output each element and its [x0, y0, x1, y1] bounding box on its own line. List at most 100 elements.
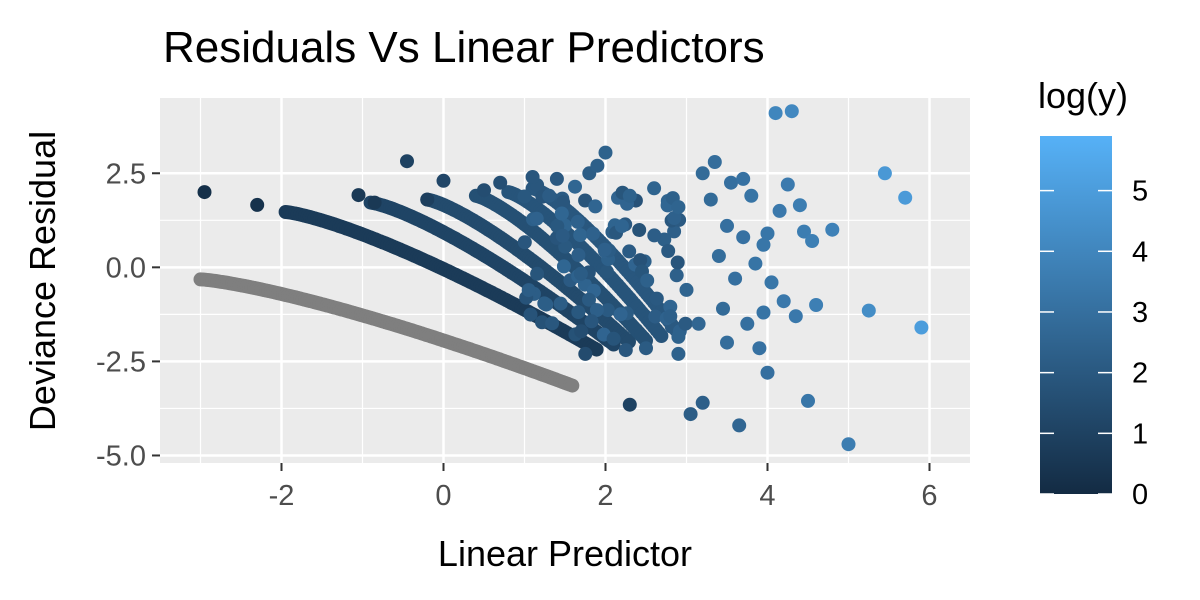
colorbar-tick-label: 0 [1132, 479, 1148, 511]
data-point [622, 397, 637, 412]
data-point [649, 291, 664, 306]
data-point [797, 224, 811, 239]
data-point [554, 206, 569, 221]
data-point [671, 329, 686, 344]
data-point [707, 155, 722, 169]
data-point [588, 199, 603, 214]
data-point [691, 316, 706, 331]
data-point [573, 228, 588, 243]
data-point [671, 200, 686, 215]
data-points [193, 104, 929, 452]
data-point [748, 256, 763, 271]
x-tick-label: 6 [921, 480, 937, 512]
data-point [801, 393, 815, 408]
x-tick-label: -2 [269, 480, 295, 512]
data-point [861, 303, 876, 318]
data-point [695, 166, 710, 181]
data-point [598, 145, 613, 160]
data-point [663, 309, 678, 324]
data-point [784, 104, 799, 119]
data-point [436, 173, 451, 188]
data-point [740, 316, 755, 331]
data-point [633, 253, 648, 268]
data-point [597, 242, 612, 257]
data-point [640, 273, 655, 288]
data-point [530, 266, 545, 281]
data-point [517, 235, 532, 250]
colorbar-tick-label: 5 [1132, 176, 1148, 208]
data-point [760, 365, 775, 380]
data-point [606, 331, 621, 346]
data-point [772, 203, 787, 218]
data-point [760, 226, 775, 241]
data-point [825, 222, 840, 237]
data-point [571, 248, 586, 262]
data-point [556, 195, 571, 210]
data-point [590, 158, 605, 173]
data-point [661, 244, 676, 258]
data-point [667, 211, 682, 225]
data-point [565, 378, 580, 393]
data-point [574, 324, 589, 339]
data-point [744, 188, 759, 203]
x-tick-label: 2 [597, 480, 613, 512]
data-point [558, 239, 573, 254]
data-point [809, 298, 824, 312]
data-point [683, 407, 698, 422]
colorbar [1040, 136, 1112, 494]
data-point [599, 264, 614, 279]
y-tick-label: 0.0 [106, 252, 146, 284]
data-point [728, 271, 743, 286]
data-point [752, 341, 767, 356]
data-point [776, 294, 791, 309]
data-point [622, 244, 637, 259]
data-point [720, 218, 734, 233]
data-point [622, 188, 637, 203]
y-tick-label: -5.0 [96, 440, 146, 472]
data-point [647, 181, 662, 196]
data-point [549, 171, 564, 186]
data-point [537, 296, 552, 311]
data-point [523, 307, 538, 322]
color-legend: log(y) 0 1 2 3 4 5 [1038, 75, 1148, 511]
data-point [600, 303, 615, 318]
y-tick-label: -2.5 [96, 346, 146, 378]
data-point [618, 343, 633, 358]
data-point [589, 303, 604, 318]
data-point [678, 316, 693, 331]
data-point [570, 214, 585, 229]
data-point [556, 259, 571, 274]
data-point [400, 154, 414, 169]
data-point [788, 309, 803, 324]
data-point [841, 437, 856, 452]
x-tick-label: 4 [759, 480, 775, 512]
data-point [582, 292, 596, 307]
data-point [589, 342, 604, 357]
data-point [578, 193, 593, 208]
colorbar-tick-label: 2 [1132, 358, 1148, 390]
data-point [732, 418, 747, 433]
data-point [529, 211, 544, 226]
data-point [654, 329, 669, 343]
x-tick-label: 0 [435, 480, 451, 512]
data-point [695, 395, 710, 410]
y-axis-title: Deviance Residual [22, 131, 63, 431]
data-point [553, 296, 568, 311]
data-point [477, 183, 491, 198]
data-point [679, 282, 694, 297]
data-point [667, 224, 682, 239]
data-point [250, 197, 265, 212]
data-point [420, 192, 435, 207]
data-point [521, 283, 536, 298]
data-point [555, 228, 570, 243]
data-point [671, 346, 686, 361]
data-point [736, 171, 751, 186]
data-point [720, 335, 734, 350]
data-point [584, 314, 599, 329]
data-point [768, 106, 783, 121]
data-point [724, 175, 738, 190]
x-axis-ticks: -2 0 2 4 6 [269, 463, 938, 512]
data-point [535, 315, 549, 330]
data-point [780, 177, 795, 192]
